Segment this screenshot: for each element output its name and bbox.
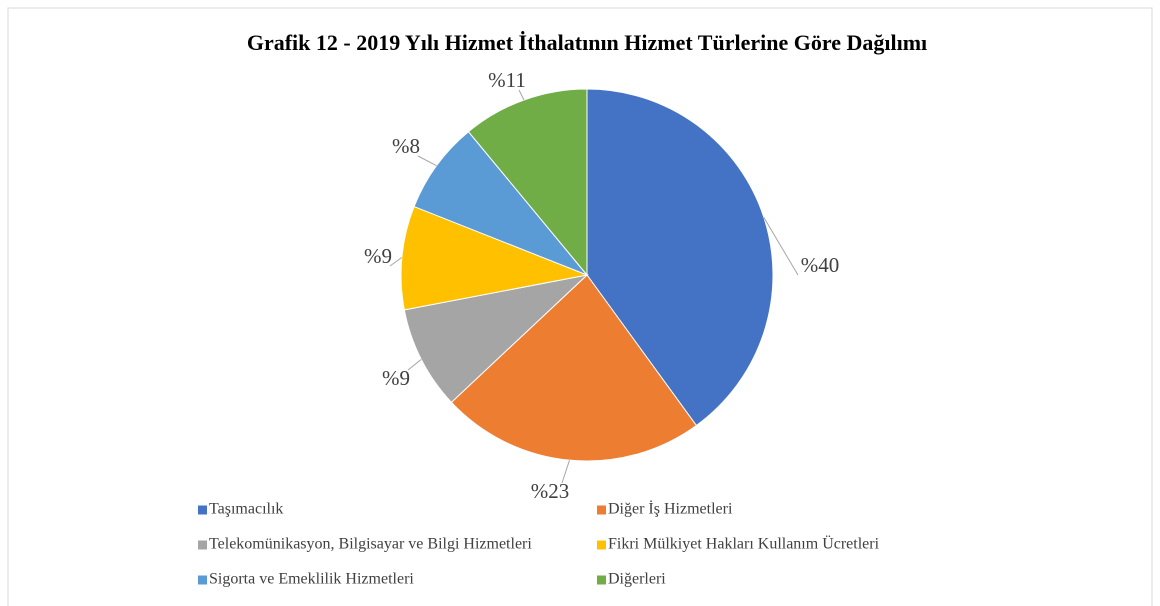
- pie-slice: [450, 274, 698, 462]
- value-label: %11: [488, 68, 526, 92]
- leader-line: [518, 89, 525, 101]
- legend-label: Telekomünikasyon, Bilgisayar ve Bilgi Hi…: [209, 536, 532, 553]
- leader-line: [561, 460, 570, 484]
- legend-label: Fikri Mülkiyet Hakları Kullanım Ücretler…: [608, 535, 880, 553]
- leader-line: [417, 155, 437, 167]
- value-label: %23: [531, 479, 570, 503]
- value-label: %9: [382, 366, 410, 390]
- leader-line: [763, 217, 799, 276]
- legend-swatch: [597, 575, 606, 585]
- value-label: %8: [392, 134, 420, 158]
- legend-label: Taşımacılık: [209, 501, 283, 518]
- pie-slice: [413, 130, 588, 276]
- chart-title: Grafik 12 - 2019 Yılı Hizmet İthalatının…: [247, 30, 927, 55]
- legend-swatch: [597, 505, 606, 515]
- pie-slice: [586, 88, 774, 427]
- pie-slice: [467, 88, 588, 277]
- value-label: %40: [801, 253, 840, 277]
- leader-line: [407, 359, 422, 371]
- legend-swatch: [597, 540, 606, 550]
- legend-swatch: [198, 575, 207, 585]
- pie-slice: [403, 274, 589, 404]
- legend-swatch: [198, 540, 207, 550]
- legend-label: Diğerleri: [608, 571, 666, 588]
- legend-swatch: [198, 505, 207, 515]
- value-label: %9: [364, 244, 392, 268]
- pie-slice: [400, 205, 589, 311]
- chart-frame: [7, 7, 1153, 606]
- leader-line: [389, 257, 403, 267]
- legend-label: Sigorta ve Emeklilik Hizmetleri: [209, 571, 414, 588]
- legend-label: Diğer İş Hizmetleri: [608, 500, 733, 518]
